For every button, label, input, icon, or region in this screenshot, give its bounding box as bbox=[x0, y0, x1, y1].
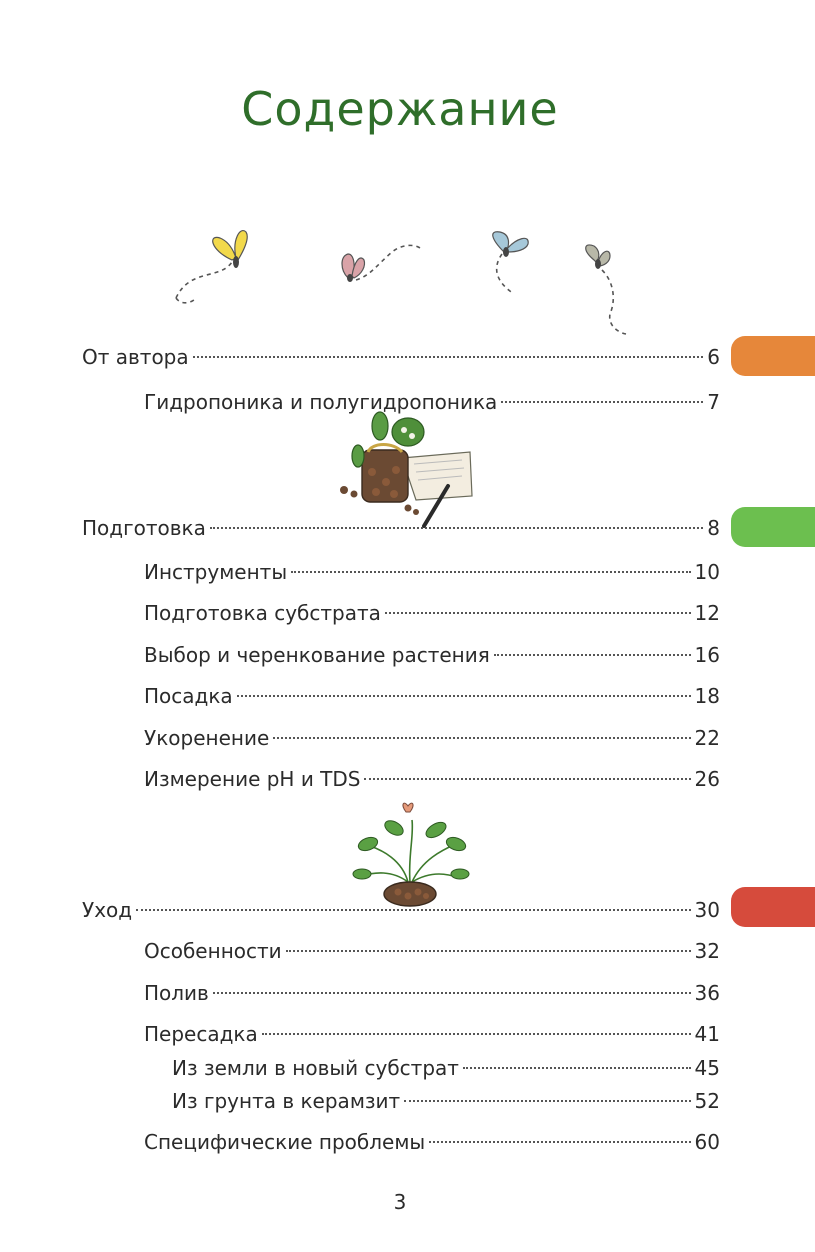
toc-row[interactable]: Полив 36 bbox=[144, 979, 720, 1007]
toc-page: 60 bbox=[694, 1130, 720, 1154]
leader-dots bbox=[501, 401, 704, 403]
toc-label: Инструменты bbox=[144, 560, 288, 584]
page-title: Содержание bbox=[241, 82, 559, 136]
yellow-butterfly-icon bbox=[175, 230, 248, 304]
toc-page: 26 bbox=[694, 767, 720, 791]
toc-page: 16 bbox=[694, 643, 720, 667]
toc-page: 41 bbox=[694, 1022, 720, 1046]
toc-row[interactable]: Пересадка 41 bbox=[144, 1020, 720, 1048]
toc-page: 12 bbox=[694, 601, 720, 625]
leader-dots bbox=[429, 1141, 691, 1143]
toc-row[interactable]: Посадка 18 bbox=[144, 682, 720, 710]
toc-label: Специфические проблемы bbox=[144, 1130, 426, 1154]
leader-dots bbox=[384, 612, 691, 614]
toc-page: 32 bbox=[694, 939, 720, 963]
toc-row[interactable]: Уход 30 bbox=[82, 896, 720, 924]
toc-label: Полив bbox=[144, 981, 209, 1005]
toc-page: 45 bbox=[694, 1056, 720, 1080]
toc-row[interactable]: Особенности 32 bbox=[144, 937, 720, 965]
leader-dots bbox=[209, 527, 704, 529]
toc-row[interactable]: Подготовка 8 bbox=[82, 514, 720, 542]
toc-label: Укоренение bbox=[144, 726, 270, 750]
leader-dots bbox=[136, 909, 691, 911]
toc-row[interactable]: Специфические проблемы 60 bbox=[144, 1128, 720, 1156]
toc-row[interactable]: Выбор и черенкование растения 16 bbox=[144, 641, 720, 669]
toc-row[interactable]: Укоренение 22 bbox=[144, 724, 720, 752]
blue-butterfly-icon bbox=[492, 231, 529, 295]
toc-row[interactable]: Из земли в новый субстрат 45 bbox=[172, 1054, 720, 1082]
leader-dots bbox=[291, 571, 691, 573]
section-tab-author[interactable] bbox=[731, 336, 815, 376]
toc-row[interactable]: От автора 6 bbox=[82, 343, 720, 371]
toc-row[interactable]: Гидропоника и полугидропоника 7 bbox=[144, 388, 720, 416]
toc-row[interactable]: Из грунта в керамзит 52 bbox=[172, 1087, 720, 1115]
toc-page: 10 bbox=[694, 560, 720, 584]
toc-label: От автора bbox=[82, 345, 189, 369]
toc-row[interactable]: Подготовка субстрата 12 bbox=[144, 599, 720, 627]
toc-page: 7 bbox=[707, 390, 720, 414]
butterflies-illustration bbox=[175, 230, 627, 335]
toc-label: Подготовка bbox=[82, 516, 206, 540]
toc-page: 22 bbox=[694, 726, 720, 750]
toc-page: 6 bbox=[707, 345, 720, 369]
toc-label: Из грунта в керамзит bbox=[172, 1089, 401, 1113]
toc-page: 36 bbox=[694, 981, 720, 1005]
toc-page: 8 bbox=[707, 516, 720, 540]
potted-plant-illustration bbox=[352, 802, 470, 907]
toc-label: Измерение pH и TDS bbox=[144, 767, 361, 791]
toc-page: 52 bbox=[694, 1089, 720, 1113]
toc-row[interactable]: Инструменты 10 bbox=[144, 558, 720, 586]
toc-page: 30 bbox=[694, 898, 720, 922]
toc-row[interactable]: Измерение pH и TDS 26 bbox=[144, 765, 720, 793]
toc-label: Уход bbox=[82, 898, 133, 922]
toc-label: Подготовка субстрата bbox=[144, 601, 381, 625]
toc-label: Посадка bbox=[144, 684, 233, 708]
leader-dots bbox=[404, 1100, 691, 1102]
leader-dots bbox=[285, 950, 691, 952]
pink-butterfly-icon bbox=[341, 244, 421, 282]
toc-label: Из земли в новый субстрат bbox=[172, 1056, 459, 1080]
toc-label: Особенности bbox=[144, 939, 282, 963]
jar-plant-notebook-illustration bbox=[340, 411, 473, 528]
toc-label: Выбор и черенкование растения bbox=[144, 643, 490, 667]
toc-label: Гидропоника и полугидропоника bbox=[144, 390, 498, 414]
section-tab-care[interactable] bbox=[731, 887, 815, 927]
page-number: 3 bbox=[393, 1190, 407, 1214]
leader-dots bbox=[236, 695, 691, 697]
leader-dots bbox=[493, 654, 691, 656]
leader-dots bbox=[462, 1067, 691, 1069]
leader-dots bbox=[192, 356, 704, 358]
leader-dots bbox=[364, 778, 691, 780]
section-tab-preparation[interactable] bbox=[731, 507, 815, 547]
leader-dots bbox=[273, 737, 691, 739]
grey-butterfly-icon bbox=[585, 244, 627, 335]
toc-label: Пересадка bbox=[144, 1022, 258, 1046]
leader-dots bbox=[212, 992, 691, 994]
toc-page: 18 bbox=[694, 684, 720, 708]
leader-dots bbox=[261, 1033, 691, 1035]
